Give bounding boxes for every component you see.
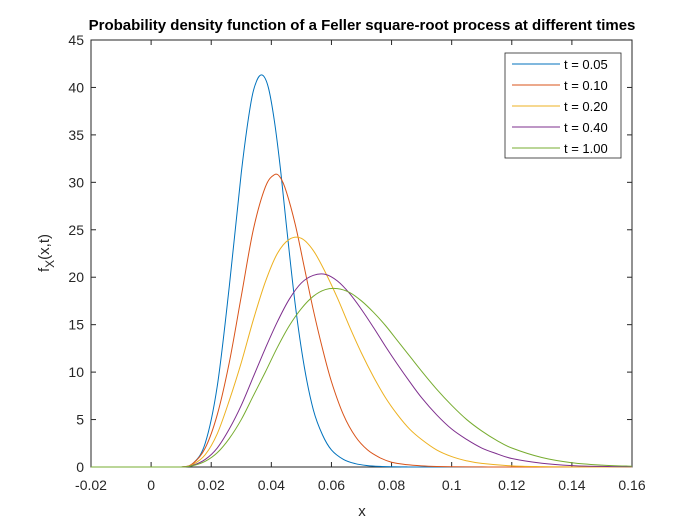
- y-tick-label: 25: [68, 222, 84, 238]
- y-tick-label: 0: [76, 459, 84, 475]
- x-tick-label: 0.08: [378, 477, 405, 493]
- y-tick-label: 40: [68, 79, 84, 95]
- y-tick-label: 10: [68, 364, 84, 380]
- x-tick-label: 0: [147, 477, 155, 493]
- series-line-1: [90, 173, 632, 468]
- x-tick-label: 0.14: [558, 477, 585, 493]
- x-axis-label: x: [358, 503, 366, 520]
- legend-label-0: t = 0.05: [564, 57, 608, 72]
- y-tick-label: 30: [68, 174, 84, 190]
- series-line-2: [90, 236, 633, 468]
- legend-label-2: t = 0.20: [564, 99, 608, 114]
- y-axis-label-main: f: [36, 267, 53, 272]
- y-tick-label: 45: [68, 32, 84, 48]
- y-tick-label: 20: [68, 269, 84, 285]
- y-axis-label-rest: (x,t): [36, 234, 53, 260]
- legend-label-3: t = 0.40: [564, 120, 608, 135]
- legend: t = 0.05 t = 0.10 t = 0.20 t = 0.40 t = 1.00: [504, 52, 622, 159]
- x-axis-ticks: -0.02 0 0.02 0.04 0.06 0.08 0.1 0.12 0.14 0.16: [75, 40, 646, 493]
- series-lines: [90, 74, 633, 468]
- x-tick-label: 0.04: [258, 477, 285, 493]
- series-line-4: [90, 287, 633, 468]
- y-tick-label: 5: [76, 412, 84, 428]
- y-axis-label: fX(x,t): [36, 234, 57, 272]
- x-tick-label: 0.06: [318, 477, 345, 493]
- y-axis-label-subscript: X: [43, 260, 57, 268]
- legend-label-4: t = 1.00: [564, 141, 608, 156]
- series-line-3: [90, 273, 633, 468]
- y-tick-label: 15: [68, 317, 84, 333]
- legend-label-1: t = 0.10: [564, 78, 608, 93]
- x-tick-label: 0.1: [442, 477, 462, 493]
- chart-title: Probability density function of a Feller…: [89, 17, 636, 34]
- y-axis-ticks: 0 5 10 15 20 25 30 35 40 45: [68, 32, 632, 475]
- x-tick-label: 0.12: [498, 477, 525, 493]
- x-tick-label: 0.02: [198, 477, 225, 493]
- y-tick-label: 35: [68, 127, 84, 143]
- series-line-0: [90, 74, 632, 468]
- x-tick-label: -0.02: [75, 477, 107, 493]
- x-tick-label: 0.16: [618, 477, 645, 493]
